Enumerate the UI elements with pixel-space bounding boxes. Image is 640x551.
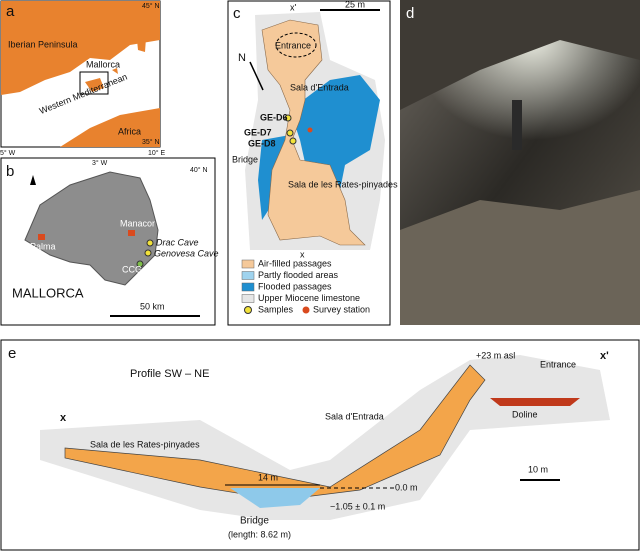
place: Sala de les Rates-pinyades [90,439,200,449]
panel-a: a 45° N 35° N 5° W 10° E Iberian Peninsu… [0,0,166,157]
place: Doline [512,409,538,419]
legend-label: Flooded passages [258,281,332,291]
lon: 10° E [148,149,166,157]
panel-e: e Profile SW – NE x x' +23 m asl Entranc… [0,339,640,551]
cave-floor [400,190,640,325]
panel-label: d [406,5,414,22]
place: Sala d'Entrada [325,411,384,421]
air-filled [261,19,366,246]
legend-label: Partly flooded areas [258,270,339,280]
sample [286,129,294,137]
land [1,1,160,95]
water [230,488,320,508]
place: Mallorca [86,59,120,69]
sample-label: GE-D7 [244,127,272,137]
island [85,18,150,92]
panel-label: b [6,163,14,180]
datum-label: 0.0 m [395,482,418,492]
lon: 3° W [92,159,108,167]
panel-label: e [8,345,16,362]
lat: 35° N [142,138,160,146]
place: Entrance [275,40,311,50]
place: Africa [118,126,141,136]
legend: Air-filled passages Partly flooded areasF… [241,258,370,314]
lat: 45° N [142,2,160,10]
place: Sala de les Rates-pinyades [288,179,398,189]
sample-label: GE-D6 [260,112,288,122]
scale-label: 50 km [140,301,165,311]
place: CCG [122,264,142,274]
cave [146,239,154,247]
legend-swatch [241,271,255,280]
sample [289,137,297,145]
flooded [258,75,380,220]
island-relief [24,171,159,286]
cave [136,260,144,268]
place: Entrance [540,359,576,369]
note: (length: 8.62 m) [228,529,291,539]
section-mark: x [300,249,305,259]
inset-box [79,71,109,95]
title: Profile SW – NE [130,368,209,380]
town [128,230,135,236]
lat: 40° N [190,166,208,174]
place: Genovesa Cave [154,248,219,258]
legend-label: Upper Miocene limestone [258,293,360,303]
sample-label: GE-D8 [248,138,276,148]
section-mark: x [60,412,67,424]
person [512,100,522,150]
place: Bridge [240,516,269,527]
depth-label: −1.05 ± 0.1 m [330,501,385,511]
land [60,108,160,147]
entrance-outline [275,32,317,58]
section-mark: x' [600,350,609,362]
dimension-label: 14 m [258,472,278,482]
place: Palma [30,241,56,251]
legend-swatch [302,306,310,314]
panel-label: c [233,5,241,22]
sample [284,114,292,122]
cave-ceiling [400,0,640,110]
legend-label: Air-filled passages [258,258,332,268]
panel-c: c x' 25 m Entrance N Sala d'Entrada GE-D… [227,0,398,326]
island-name: MALLORCA [12,285,84,300]
place: Sala d'Entrada [290,82,349,92]
elevation: +23 m asl [476,350,515,360]
doline [490,398,580,406]
north: N [238,52,246,64]
legend-swatch [244,306,252,314]
place: Iberian Peninsula [8,39,78,49]
legend-swatch [241,259,255,269]
panel-d: d [400,0,640,325]
place: Bridge [232,154,258,164]
legend-swatch [241,282,255,292]
place: Drac Cave [156,237,199,247]
place: Manacor [120,218,155,228]
scale-label: 25 m [345,0,365,9]
cave [144,249,152,257]
panel-b: b 3° W 40° N Palma Manacor Drac Cave Gen… [0,157,219,326]
scale-label: 10 m [528,464,548,474]
north-arrow [249,61,264,91]
legend-label: Survey station [313,304,370,314]
lon: 5° W [0,149,16,157]
panel-label: a [6,3,15,20]
survey-station [307,127,313,133]
cave-profile [64,364,486,501]
legend-label: Samples [258,304,294,314]
north-arrow [30,175,36,185]
legend-swatch [241,294,255,303]
section-mark: x' [290,2,297,12]
town [38,234,45,240]
